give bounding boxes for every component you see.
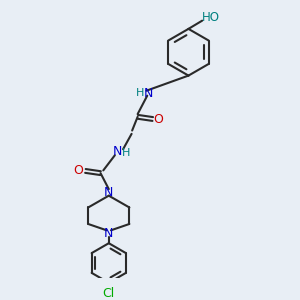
- Text: N: N: [112, 146, 122, 158]
- Text: N: N: [104, 227, 113, 240]
- Text: Cl: Cl: [103, 287, 115, 300]
- Text: N: N: [104, 186, 113, 199]
- Text: N: N: [143, 87, 153, 100]
- Text: H: H: [122, 148, 130, 158]
- Text: O: O: [153, 113, 163, 126]
- Text: HO: HO: [202, 11, 220, 24]
- Text: H: H: [136, 88, 145, 98]
- Text: O: O: [74, 164, 83, 177]
